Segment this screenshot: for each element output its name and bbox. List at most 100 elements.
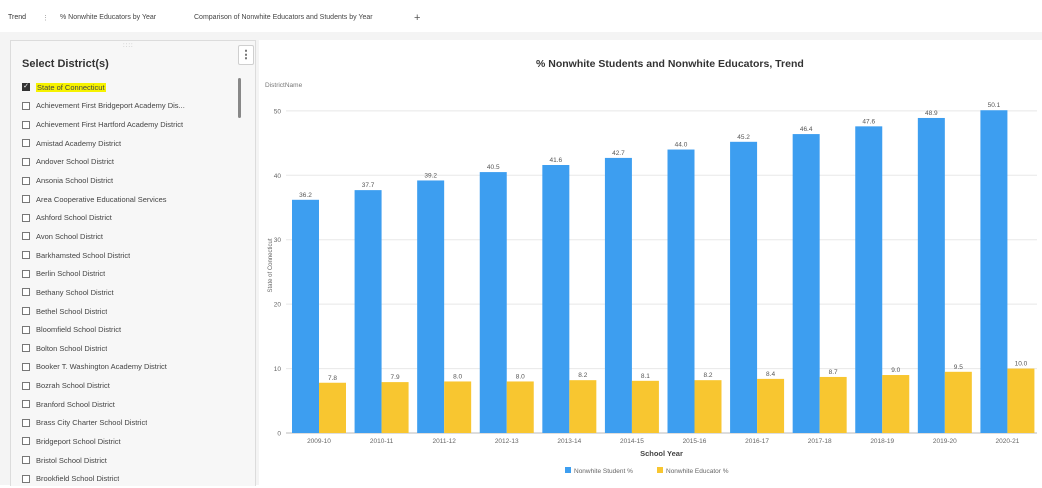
district-checkbox[interactable]: [22, 400, 30, 409]
district-label: Bolton School District: [36, 343, 108, 353]
district-checkbox[interactable]: [22, 437, 30, 446]
district-label: Bristol School District: [36, 455, 107, 465]
data-label: 44.0: [675, 142, 688, 149]
district-label: Andover School District: [36, 157, 114, 167]
district-checkbox[interactable]: [22, 474, 30, 483]
data-label: 9.0: [891, 367, 900, 374]
district-label: Bozrah School District: [36, 381, 110, 391]
district-checkbox[interactable]: [22, 344, 30, 353]
district-item[interactable]: Bozrah School District: [22, 376, 242, 395]
district-label: Bloomfield School District: [36, 325, 122, 335]
student-bar: [542, 165, 570, 433]
student-bar: [292, 199, 319, 433]
district-checkbox[interactable]: [22, 176, 30, 185]
district-label: Ansonia School District: [36, 176, 114, 186]
district-checkbox[interactable]: [22, 101, 30, 110]
student-bar: [417, 180, 445, 433]
data-label: 8.7: [829, 369, 838, 376]
add-tab-button[interactable]: +: [414, 12, 421, 24]
district-checkbox[interactable]: [22, 418, 30, 427]
data-label: 7.8: [328, 375, 337, 382]
district-item[interactable]: Achievement First Bridgeport Academy Dis…: [22, 97, 242, 116]
data-label: 40.5: [487, 164, 500, 171]
district-checkbox[interactable]: [22, 213, 30, 222]
student-bar: [604, 157, 632, 433]
district-checkbox[interactable]: [22, 195, 30, 204]
x-tick-label: 2013-14: [557, 438, 581, 445]
district-item[interactable]: Bethel School District: [22, 302, 242, 321]
educator-bar: [944, 371, 972, 433]
student-bar: [855, 126, 883, 433]
data-label: 50.1: [988, 102, 1001, 109]
chart-title: % Nonwhite Students and Nonwhite Educato…: [536, 58, 804, 70]
legend-swatch: [657, 467, 663, 473]
district-checkbox[interactable]: [22, 232, 30, 241]
district-item[interactable]: Ansonia School District: [22, 171, 242, 190]
district-item[interactable]: Brass City Charter School District: [22, 414, 242, 433]
tab-nonwhite-educators-by-year[interactable]: % Nonwhite Educators by Year: [60, 14, 157, 21]
data-label: 41.6: [550, 157, 563, 164]
data-label: 47.6: [862, 118, 875, 125]
district-item[interactable]: Bristol School District: [22, 451, 242, 470]
panel-grip-icon[interactable]: ::::: [123, 43, 134, 49]
district-item[interactable]: Avon School District: [22, 227, 242, 246]
tab-bar: Trend ⋮ % Nonwhite Educators by Year Com…: [0, 0, 1042, 33]
district-checkbox[interactable]: [22, 269, 30, 278]
district-item[interactable]: ✓ State of Connecticut: [22, 78, 242, 97]
data-label: 8.2: [578, 372, 587, 379]
district-item[interactable]: Branford School District: [22, 395, 242, 414]
district-checkbox[interactable]: ✓: [22, 83, 30, 92]
district-checkbox[interactable]: [22, 456, 30, 465]
district-checkbox[interactable]: [22, 251, 30, 260]
district-checkbox[interactable]: [22, 362, 30, 371]
district-label: Booker T. Washington Academy District: [36, 362, 167, 372]
legend-label: Nonwhite Educator %: [666, 468, 729, 475]
student-bar: [792, 134, 820, 434]
y-tick-label: 10: [274, 366, 282, 373]
district-item[interactable]: Ashford School District: [22, 208, 242, 227]
district-item[interactable]: Achievement First Hartford Academy Distr…: [22, 115, 242, 134]
district-item[interactable]: Brookfield School District: [22, 469, 242, 488]
x-tick-label: 2019-20: [933, 438, 957, 445]
educator-bar: [506, 381, 534, 433]
data-label: 8.4: [766, 371, 775, 378]
district-item[interactable]: Barkhamsted School District: [22, 246, 242, 265]
district-item[interactable]: Bolton School District: [22, 339, 242, 358]
more-options-button[interactable]: ⋮: [238, 45, 254, 65]
district-item[interactable]: Bridgeport School District: [22, 432, 242, 451]
district-checkbox[interactable]: [22, 325, 30, 334]
district-label: Achievement First Hartford Academy Distr…: [36, 120, 184, 130]
district-label: Brass City Charter School District: [36, 418, 148, 428]
district-item[interactable]: Berlin School District: [22, 264, 242, 283]
data-label: 39.2: [424, 172, 437, 179]
district-item[interactable]: Amistad Academy District: [22, 134, 242, 153]
tab-trend[interactable]: Trend: [8, 14, 27, 21]
data-label: 10.0: [1015, 361, 1028, 368]
district-label: Area Cooperative Educational Services: [36, 194, 167, 204]
district-item[interactable]: Booker T. Washington Academy District: [22, 358, 242, 377]
district-checkbox[interactable]: [22, 120, 30, 129]
data-label: 8.1: [641, 373, 650, 380]
district-checkbox[interactable]: [22, 307, 30, 315]
data-label: 8.0: [453, 373, 462, 380]
district-item[interactable]: Bloomfield School District: [22, 320, 242, 339]
district-label: Branford School District: [36, 399, 115, 409]
educator-bar: [1007, 368, 1035, 433]
y-axis-label: State of Connecticut: [268, 238, 274, 292]
tab-options-icon[interactable]: ⋮: [42, 15, 49, 22]
district-checkbox[interactable]: [22, 381, 30, 390]
district-checkbox[interactable]: [22, 139, 30, 148]
district-label: Ashford School District: [36, 213, 112, 223]
y-tick-label: 50: [274, 108, 282, 115]
district-item[interactable]: Bethany School District: [22, 283, 242, 302]
tab-comparison-educators-students[interactable]: Comparison of Nonwhite Educators and Stu…: [194, 14, 373, 21]
district-checkbox[interactable]: [22, 288, 30, 297]
educator-bar: [819, 376, 847, 433]
list-scrollbar[interactable]: [238, 78, 241, 118]
district-checkbox[interactable]: [22, 157, 30, 166]
data-label: 7.9: [391, 374, 400, 381]
data-label: 36.2: [299, 192, 312, 199]
district-item[interactable]: Area Cooperative Educational Services: [22, 190, 242, 209]
x-tick-label: 2011-12: [432, 438, 456, 445]
district-item[interactable]: Andover School District: [22, 153, 242, 172]
